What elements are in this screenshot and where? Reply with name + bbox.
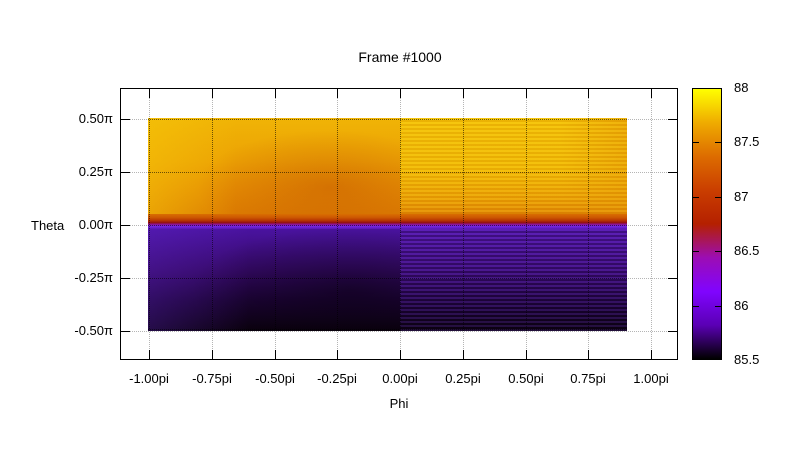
- heatmap-quadrant-top-left: [148, 118, 400, 214]
- heatmap-surface: [148, 118, 627, 331]
- gridline-h-dark: [148, 278, 627, 279]
- y-tick-mark: [668, 172, 677, 173]
- x-tick-label: 1.00pi: [633, 371, 669, 386]
- x-tick-label: 0.50pi: [508, 371, 544, 386]
- colorbar-tick-mark: [715, 142, 721, 143]
- colorbar-tick-label: 85.5: [734, 352, 760, 367]
- x-tick-label: -0.50pi: [255, 371, 295, 386]
- gridline-h-dark: [148, 119, 627, 120]
- x-tick-label: -0.75pi: [192, 371, 232, 386]
- heatmap-quadrant-top-right: [400, 118, 627, 214]
- y-tick-label: 0.25π: [78, 164, 113, 179]
- x-tick-mark: [212, 89, 213, 98]
- x-tick-mark: [588, 350, 589, 359]
- x-tick-label: -0.25pi: [317, 371, 357, 386]
- y-tick-label: -0.25π: [74, 270, 113, 285]
- y-tick-mark: [121, 172, 130, 173]
- gridline-h-dark: [148, 329, 627, 330]
- colorbar-tick-mark: [693, 251, 699, 252]
- chart-title: Frame #1000: [358, 49, 442, 65]
- plot-area: [120, 88, 678, 360]
- gridline-v-dark: [212, 118, 213, 331]
- x-tick-mark: [463, 89, 464, 98]
- x-tick-mark: [149, 350, 150, 359]
- x-tick-label: 0.75pi: [570, 371, 606, 386]
- colorbar-tick-mark: [693, 306, 699, 307]
- colorbar-tick-mark: [715, 306, 721, 307]
- heatmap-equator-transition-band: [148, 214, 627, 229]
- x-tick-mark: [526, 89, 527, 98]
- gridline-v-dark: [463, 118, 464, 331]
- y-tick-mark: [668, 278, 677, 279]
- x-tick-mark: [526, 350, 527, 359]
- y-tick-label: 0.50π: [78, 111, 113, 126]
- gridline-h: [121, 331, 677, 332]
- colorbar-tick-label: 87: [734, 189, 749, 204]
- x-tick-label: 0.00pi: [382, 371, 418, 386]
- x-tick-mark: [337, 89, 338, 98]
- colorbar-tick-label: 88: [734, 80, 749, 95]
- colorbar-tick-mark: [693, 197, 699, 198]
- x-tick-label: -1.00pi: [129, 371, 169, 386]
- x-tick-mark: [149, 89, 150, 98]
- y-tick-mark: [121, 225, 130, 226]
- heatmap-quadrant-bottom-right: [400, 229, 627, 331]
- gridline-v-dark: [526, 118, 527, 331]
- x-tick-mark: [400, 350, 401, 359]
- x-axis-label: Phi: [389, 396, 409, 411]
- y-tick-label: -0.50π: [74, 323, 113, 338]
- y-tick-mark: [121, 278, 130, 279]
- gridline-v: [651, 89, 652, 359]
- y-tick-mark: [121, 331, 130, 332]
- y-tick-mark: [668, 225, 677, 226]
- heatmap-quadrant-bottom-left: [148, 229, 400, 331]
- colorbar-tick-label: 87.5: [734, 134, 760, 149]
- colorbar-tick-label: 86.5: [734, 243, 760, 258]
- x-tick-mark: [463, 350, 464, 359]
- y-tick-mark: [668, 119, 677, 120]
- gridline-v-dark: [588, 118, 589, 331]
- x-tick-mark: [588, 89, 589, 98]
- gridline-h-dark: [148, 172, 627, 173]
- x-tick-mark: [651, 350, 652, 359]
- colorbar-tick-mark: [715, 197, 721, 198]
- x-tick-mark: [337, 350, 338, 359]
- y-tick-mark: [668, 331, 677, 332]
- gridline-v-dark: [149, 118, 150, 331]
- y-tick-mark: [121, 119, 130, 120]
- gridline-v-dark: [337, 118, 338, 331]
- colorbar-tick-label: 86: [734, 298, 749, 313]
- y-tick-label: 0.00π: [78, 217, 113, 232]
- x-tick-mark: [651, 89, 652, 98]
- colorbar-tick-mark: [715, 251, 721, 252]
- colorbar-tick-mark: [693, 142, 699, 143]
- y-axis-label: Theta: [31, 218, 65, 233]
- x-tick-mark: [212, 350, 213, 359]
- x-tick-label: 0.25pi: [445, 371, 481, 386]
- x-tick-mark: [275, 350, 276, 359]
- x-tick-mark: [275, 89, 276, 98]
- gridline-v-dark: [275, 118, 276, 331]
- gridline-h-dark: [148, 225, 627, 226]
- colorbar: [692, 88, 722, 360]
- x-tick-mark: [400, 89, 401, 98]
- gridline-v-dark: [400, 118, 401, 331]
